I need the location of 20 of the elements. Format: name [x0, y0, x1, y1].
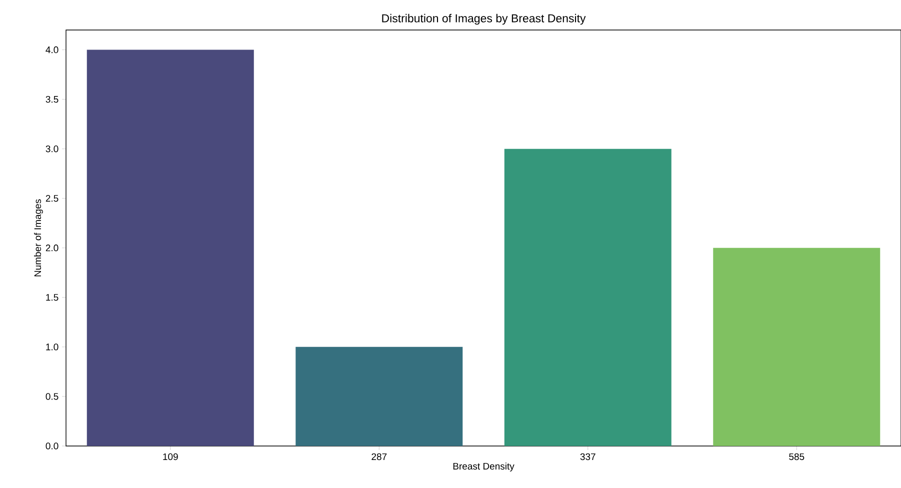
- y-tick-label: 3.0: [46, 145, 58, 152]
- y-tick-label: 1.0: [46, 344, 58, 350]
- y-tick-label: 3.5: [46, 96, 58, 103]
- x-tick-label: 287: [372, 453, 387, 460]
- bar: [86, 50, 254, 446]
- x-tick-label: 337: [580, 453, 596, 460]
- bar: [296, 346, 463, 446]
- x-tick-label: 109: [163, 453, 178, 460]
- y-tick-label: 0.0: [46, 442, 58, 450]
- bar: [713, 248, 880, 446]
- y-tick-label: 4.0: [46, 46, 58, 54]
- y-tick-label: 2.0: [46, 244, 58, 252]
- bar: [504, 148, 672, 446]
- x-tick-label: 585: [789, 453, 804, 460]
- chart-title: Distribution of Images by Breast Density: [382, 14, 586, 25]
- y-tick-label: 1.5: [46, 294, 58, 301]
- y-tick-label: 2.5: [46, 194, 58, 202]
- x-axis-title: Breast Density: [453, 462, 514, 472]
- y-tick-label: 0.5: [46, 393, 58, 400]
- y-axis-title: Number of Images: [34, 199, 43, 276]
